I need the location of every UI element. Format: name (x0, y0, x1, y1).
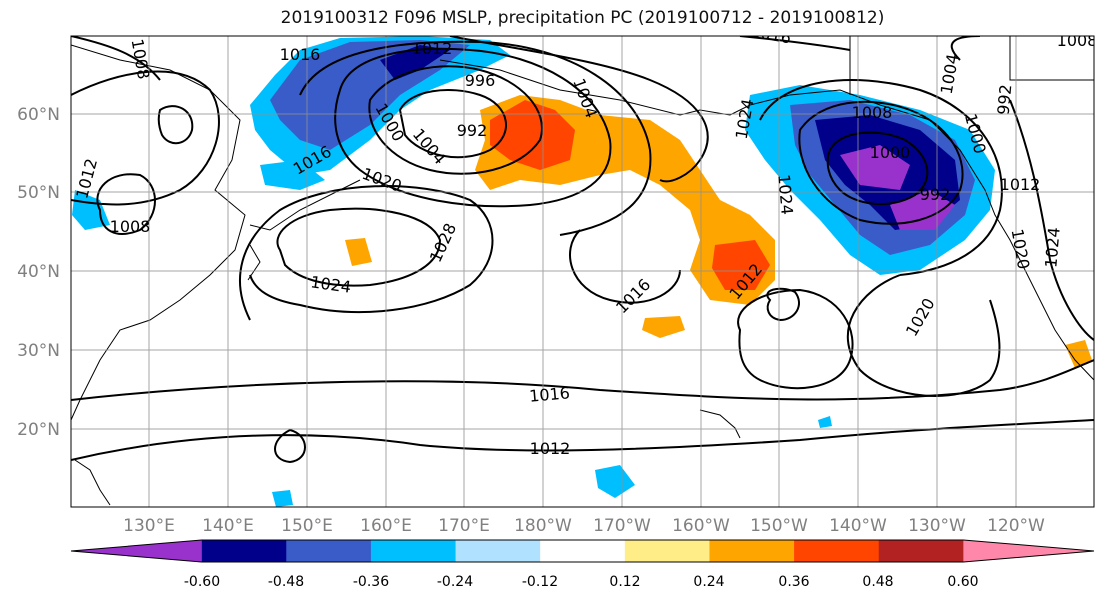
isobar-label: 1000 (870, 143, 911, 162)
colorbar-tick-label: 0.24 (693, 574, 724, 590)
lon-label: 180°W (514, 516, 572, 536)
isobar-label: 1012 (530, 439, 571, 458)
colorbar-segment (794, 540, 880, 562)
colorbar-segment (370, 540, 457, 562)
lon-label: 160°E (360, 516, 412, 536)
isobar-label: 992 (994, 83, 1016, 115)
precip-negative-shading (72, 36, 995, 507)
colorbar-segment (878, 540, 964, 562)
colorbar-tick-label: 0.48 (862, 574, 893, 590)
isobar-label: 1012 (412, 39, 453, 58)
coastlines (71, 36, 1094, 506)
lon-label: 150°E (281, 516, 333, 536)
map-frame (70, 35, 1095, 508)
graticule (71, 36, 1094, 507)
isobar-label: 1008 (1057, 31, 1098, 50)
colorbar-tick-label: -0.12 (522, 574, 558, 590)
colorbar-tick-labels: -0.60 -0.48 -0.36 -0.24 -0.12 0.12 0.24 … (184, 574, 979, 590)
colorbar-tick-label: 0.36 (778, 574, 809, 590)
colorbar-segment (709, 540, 795, 562)
colorbar-segment (201, 540, 287, 562)
isobar-label: 992 (457, 121, 488, 140)
isobar-label: 996 (465, 71, 496, 90)
colorbar-segment (71, 540, 202, 562)
isobar-label: 1016 (528, 383, 570, 405)
isobars (71, 36, 1094, 464)
isobar-label: 992 (920, 185, 951, 204)
colorbar-segment (455, 540, 541, 562)
isobar-label: 1024 (1041, 226, 1063, 268)
colorbar (70, 539, 1095, 563)
isobar-label: 1016 (280, 45, 321, 64)
longitude-labels: 130°E 140°E 150°E 160°E 170°E 180°W 170°… (123, 516, 1045, 536)
colorbar-tick-label: -0.48 (268, 574, 304, 590)
colorbar-segment (540, 540, 626, 562)
lat-label: 40°N (17, 262, 60, 282)
lon-label: 120°W (987, 516, 1045, 536)
colorbar-tick-label: -0.60 (184, 574, 220, 590)
lat-label: 50°N (17, 183, 60, 203)
colorbar-tick-label: 0.60 (947, 574, 978, 590)
lat-label: 60°N (17, 105, 60, 125)
latitude-labels: 60°N 50°N 40°N 30°N 20°N (17, 105, 60, 440)
lat-label: 20°N (17, 420, 60, 440)
lon-label: 170°E (438, 516, 490, 536)
lon-label: 130°E (123, 516, 175, 536)
isobar-label: 1008 (110, 217, 151, 236)
colorbar-outline (70, 539, 1095, 563)
lon-label: 130°W (908, 516, 966, 536)
colorbar-segment (963, 540, 1094, 562)
map-title: 2019100312 F096 MSLP, precipitation PC (… (280, 8, 885, 28)
colorbar-segment (624, 540, 710, 562)
lon-label: 160°W (672, 516, 730, 536)
colorbar-tick-label: -0.24 (437, 574, 473, 590)
isobar-label: 1012 (1000, 175, 1041, 194)
lon-label: 140°W (829, 516, 887, 536)
colorbar-tick-label: -0.36 (353, 574, 389, 590)
lat-label: 30°N (17, 341, 60, 361)
isobar-label: 1008 (852, 103, 893, 122)
isobar-label: 1024 (774, 173, 796, 215)
lon-label: 140°E (202, 516, 254, 536)
colorbar-segment (286, 540, 372, 562)
precip-positive-shading (345, 95, 1092, 368)
colorbar-tick-label: 0.12 (609, 574, 640, 590)
lon-label: 170°W (593, 516, 651, 536)
isobar-label: 1016 (749, 22, 792, 48)
lon-label: 150°W (750, 516, 808, 536)
